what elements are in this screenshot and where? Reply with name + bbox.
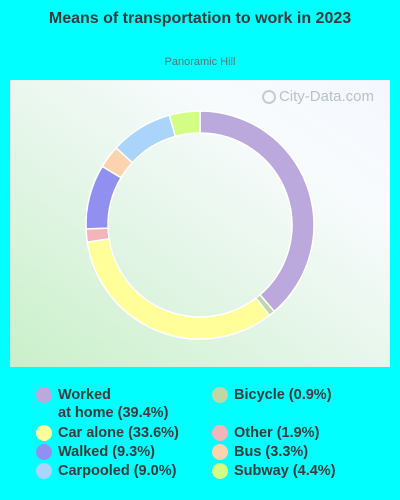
legend-label: Other (1.9%) bbox=[234, 424, 319, 442]
legend-label: Walked (9.3%) bbox=[58, 443, 155, 461]
donut-slice-walked bbox=[85, 165, 123, 230]
donut-slice-other bbox=[85, 227, 110, 244]
legend-label-line: Subway (4.4%) bbox=[234, 463, 336, 479]
legend-label: Bicycle (0.9%) bbox=[234, 386, 332, 404]
legend-label-line: Walked (9.3%) bbox=[58, 444, 155, 460]
legend-item: Car alone (33.6%) bbox=[36, 424, 179, 442]
chart-title: Means of transportation to work in 2023 bbox=[48, 10, 352, 27]
legend-label: Worked at home (39.4%) bbox=[58, 386, 168, 422]
donut-chart bbox=[85, 110, 315, 340]
legend-swatch bbox=[36, 387, 52, 403]
legend-label-line: Other (1.9%) bbox=[234, 425, 320, 441]
legend-label-line: Worked bbox=[58, 387, 111, 403]
legend-item: Other (1.9%) bbox=[212, 424, 319, 442]
legend-label-line: at home (39.4%) bbox=[58, 405, 169, 421]
legend-swatch bbox=[212, 387, 228, 403]
legend-label: Bus (3.3%) bbox=[234, 443, 308, 461]
legend-label-line: Bicycle (0.9%) bbox=[234, 387, 332, 403]
donut-slice-car-alone bbox=[86, 238, 271, 340]
donut-slice-worked-at-home bbox=[199, 110, 315, 313]
legend-item: Bicycle (0.9%) bbox=[212, 386, 332, 404]
legend-item: Subway (4.4%) bbox=[212, 462, 336, 480]
legend-swatch bbox=[212, 463, 228, 479]
legend-swatch bbox=[212, 444, 228, 460]
legend-item: Bus (3.3%) bbox=[212, 443, 308, 461]
legend-swatch bbox=[36, 463, 52, 479]
legend-label: Carpooled (9.0%) bbox=[58, 462, 176, 480]
legend-item: Walked (9.3%) bbox=[36, 443, 155, 461]
legend-label-line: Car alone (33.6%) bbox=[58, 425, 179, 441]
legend-item: Carpooled (9.0%) bbox=[36, 462, 176, 480]
watermark-text: City-Data.com bbox=[278, 88, 374, 105]
legend-label-line: Carpooled (9.0%) bbox=[58, 463, 177, 479]
watermark: City-Data.com bbox=[261, 88, 374, 105]
legend-label: Subway (4.4%) bbox=[234, 462, 336, 480]
legend-swatch bbox=[36, 444, 52, 460]
legend-swatch bbox=[36, 425, 52, 441]
donut-slice-subway bbox=[168, 110, 201, 138]
city-data-logo-icon bbox=[261, 90, 276, 104]
legend-label-line: Bus (3.3%) bbox=[234, 444, 309, 460]
legend-label: Car alone (33.6%) bbox=[58, 424, 179, 442]
donut-slice-carpooled bbox=[115, 114, 177, 164]
legend-item: Worked at home (39.4%) bbox=[36, 386, 168, 422]
chart-subtitle: Panoramic Hill bbox=[164, 56, 236, 68]
legend-swatch bbox=[212, 425, 228, 441]
